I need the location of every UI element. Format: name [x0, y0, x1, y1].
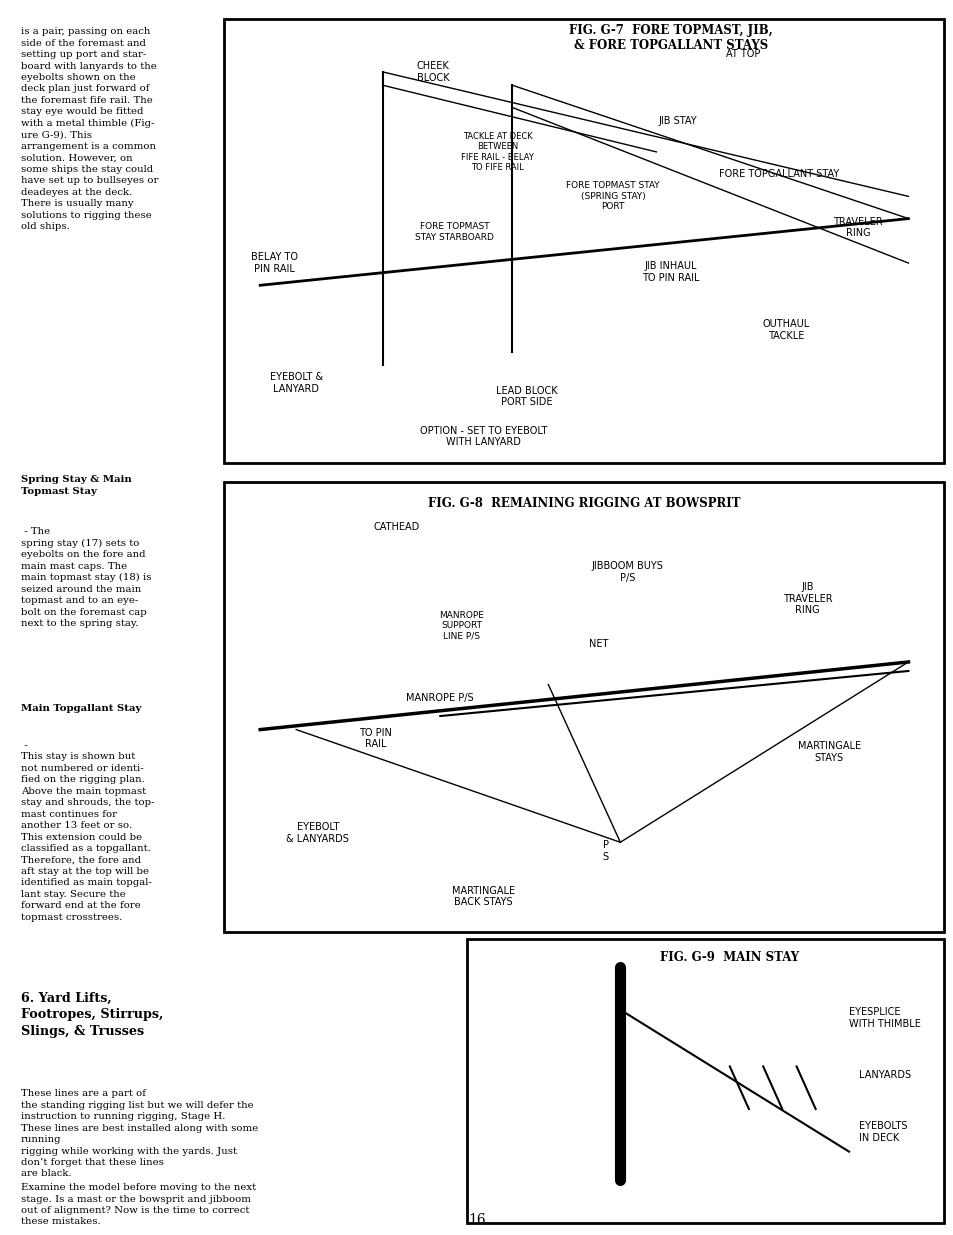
Text: JIB
TRAVELER
RING: JIB TRAVELER RING [782, 582, 832, 615]
Text: EYESPLICE
WITH THIMBLE: EYESPLICE WITH THIMBLE [848, 1008, 920, 1029]
Text: FIG. G-9  MAIN STAY: FIG. G-9 MAIN STAY [659, 951, 799, 963]
Text: TACKLE AT DECK
BETWEEN
FIFE RAIL - BELAY
TO FIFE RAIL: TACKLE AT DECK BETWEEN FIFE RAIL - BELAY… [461, 132, 534, 172]
Text: CHEEK
BLOCK: CHEEK BLOCK [416, 61, 449, 83]
Text: These lines are a part of
the standing rigging list but we will defer the
instru: These lines are a part of the standing r… [21, 1089, 258, 1178]
Text: EYEBOLTS
IN DECK: EYEBOLTS IN DECK [858, 1121, 906, 1142]
Text: FORE TOPMAST STAY
(SPRING STAY)
PORT: FORE TOPMAST STAY (SPRING STAY) PORT [566, 182, 659, 211]
Text: LEAD BLOCK
PORT SIDE: LEAD BLOCK PORT SIDE [496, 385, 557, 408]
Text: NET: NET [588, 638, 608, 648]
Text: is a pair, passing on each
side of the foremast and
setting up port and star-
bo: is a pair, passing on each side of the f… [21, 27, 158, 231]
Text: EYEBOLT &
LANYARD: EYEBOLT & LANYARD [270, 372, 322, 394]
Text: MANROPE
SUPPORT
LINE P/S: MANROPE SUPPORT LINE P/S [439, 611, 484, 641]
Text: OUTHAUL
TACKLE: OUTHAUL TACKLE [761, 319, 809, 341]
Text: CATHEAD: CATHEAD [374, 521, 419, 532]
Text: 16: 16 [468, 1213, 485, 1228]
Bar [467, 939, 943, 1223]
Text: MANROPE P/S: MANROPE P/S [406, 693, 474, 703]
Text: Examine the model before moving to the next
stage. Is a mast or the bowsprit and: Examine the model before moving to the n… [21, 1183, 255, 1226]
Text: LANYARDS: LANYARDS [858, 1070, 910, 1079]
Text: 6. Yard Lifts,
Footropes, Stirrups,
Slings, & Trusses: 6. Yard Lifts, Footropes, Stirrups, Slin… [21, 992, 163, 1037]
Text: FIG. G-7  FORE TOPMAST, JIB,
& FORE TOPGALLANT STAYS: FIG. G-7 FORE TOPMAST, JIB, & FORE TOPGA… [568, 23, 772, 52]
Text: EYEBOLT
& LANYARDS: EYEBOLT & LANYARDS [286, 823, 349, 844]
Text: -
This stay is shown but
not numbered or identi-
fied on the rigging plan.
Above: - This stay is shown but not numbered or… [21, 741, 154, 921]
Text: MARTINGALE
BACK STAYS: MARTINGALE BACK STAYS [452, 885, 515, 908]
Text: TO PIN
RAIL: TO PIN RAIL [358, 727, 392, 750]
Text: TRAVELER
RING: TRAVELER RING [832, 216, 882, 238]
Text: MARTINGALE
STAYS: MARTINGALE STAYS [797, 741, 860, 763]
Text: BELAY TO
PIN RAIL: BELAY TO PIN RAIL [251, 252, 297, 274]
Bar [224, 19, 943, 463]
Text: Spring Stay & Main
Topmast Stay: Spring Stay & Main Topmast Stay [21, 475, 132, 496]
Text: - The
spring stay (17) sets to
eyebolts on the fore and
main mast caps. The
main: - The spring stay (17) sets to eyebolts … [21, 527, 152, 629]
Text: P
S: P S [602, 841, 608, 862]
Text: JIBBOOM BUYS
P/S: JIBBOOM BUYS P/S [591, 561, 662, 583]
Text: FORE TOPGALLANT STAY: FORE TOPGALLANT STAY [718, 169, 838, 179]
Text: FORE TOPMAST
STAY STARBOARD: FORE TOPMAST STAY STARBOARD [415, 222, 494, 242]
Text: FIG. G-8  REMAINING RIGGING AT BOWSPRIT: FIG. G-8 REMAINING RIGGING AT BOWSPRIT [428, 498, 740, 510]
Text: OPTION - SET TO EYEBOLT
WITH LANYARD: OPTION - SET TO EYEBOLT WITH LANYARD [419, 426, 547, 447]
Text: Main Topgallant Stay: Main Topgallant Stay [21, 704, 141, 713]
Text: JIB INHAUL
TO PIN RAIL: JIB INHAUL TO PIN RAIL [641, 261, 699, 283]
Text: JIB STAY: JIB STAY [658, 116, 697, 126]
Text: AT TOP: AT TOP [725, 49, 760, 59]
Bar [224, 482, 943, 932]
